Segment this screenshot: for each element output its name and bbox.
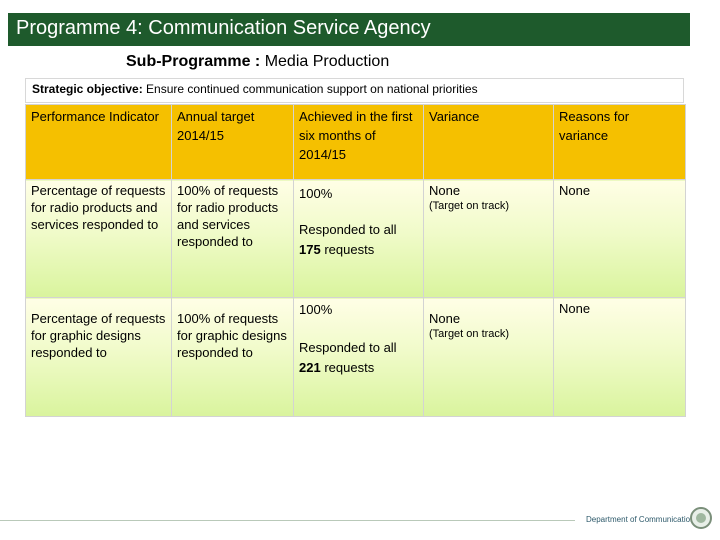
achieved-text: Responded to all (299, 222, 397, 237)
achieved-percent: 100% (299, 302, 333, 317)
cell-reasons: None (553, 179, 686, 298)
cell-reasons: None (553, 297, 686, 417)
page-title: Programme 4: Communication Service Agenc… (16, 17, 431, 39)
cell-variance: None (Target on track) (423, 179, 554, 298)
footer-divider (0, 520, 575, 521)
target-text: 100% of requests for radio products and … (177, 183, 279, 249)
table-row: Percentage of requests for graphic desig… (25, 297, 686, 417)
achieved-suffix: requests (324, 242, 375, 257)
sub-programme-heading: Sub-Programme : Media Production (126, 52, 389, 72)
sub-programme-label: Sub-Programme : (126, 53, 261, 70)
header-target: Annual target 2014/15 (171, 104, 294, 180)
achieved-count: 221 (299, 360, 321, 375)
cell-achieved: 100% Responded to all 175 requests (293, 179, 424, 298)
header-reasons: Reasons for variance (553, 104, 686, 180)
reasons-text: None (559, 301, 591, 316)
achieved-count: 175 (299, 242, 321, 257)
objective-text: Ensure continued communication support o… (146, 82, 478, 96)
variance-text: None (429, 183, 461, 198)
performance-table: Performance Indicator Annual target 2014… (25, 104, 686, 417)
variance-note: (Target on track) (429, 200, 510, 212)
indicator-text: Percentage of requests for radio product… (31, 183, 166, 232)
table-row: Percentage of requests for radio product… (25, 179, 686, 298)
strategic-objective: Strategic objective: Ensure continued co… (25, 78, 684, 103)
objective-label: Strategic objective: (32, 82, 143, 96)
header-achieved: Achieved in the first six months of 2014… (293, 104, 424, 180)
cell-achieved: 100% Responded to all 221 requests (293, 297, 424, 417)
cell-target: 100% of requests for graphic designs res… (171, 297, 294, 417)
coat-of-arms-icon (690, 507, 712, 529)
sub-programme-value: Media Production (264, 53, 390, 70)
achieved-text: Responded to all (299, 340, 397, 355)
header-indicator: Performance Indicator (25, 104, 172, 180)
cell-target: 100% of requests for radio products and … (171, 179, 294, 298)
cell-indicator: Percentage of requests for radio product… (25, 179, 172, 298)
table-header-row: Performance Indicator Annual target 2014… (25, 104, 686, 180)
cell-indicator: Percentage of requests for graphic desig… (25, 297, 172, 417)
reasons-text: None (559, 183, 591, 198)
cell-variance: None (Target on track) (423, 297, 554, 417)
title-bar: Programme 4: Communication Service Agenc… (8, 13, 690, 46)
variance-text: None (429, 311, 461, 326)
indicator-text: Percentage of requests for graphic desig… (31, 311, 166, 360)
target-text: 100% of requests for graphic designs res… (177, 311, 287, 360)
footer-department: Department of Communications (586, 515, 699, 524)
variance-note: (Target on track) (429, 328, 510, 340)
achieved-percent: 100% (299, 186, 333, 201)
achieved-suffix: requests (324, 360, 375, 375)
header-variance: Variance (423, 104, 554, 180)
